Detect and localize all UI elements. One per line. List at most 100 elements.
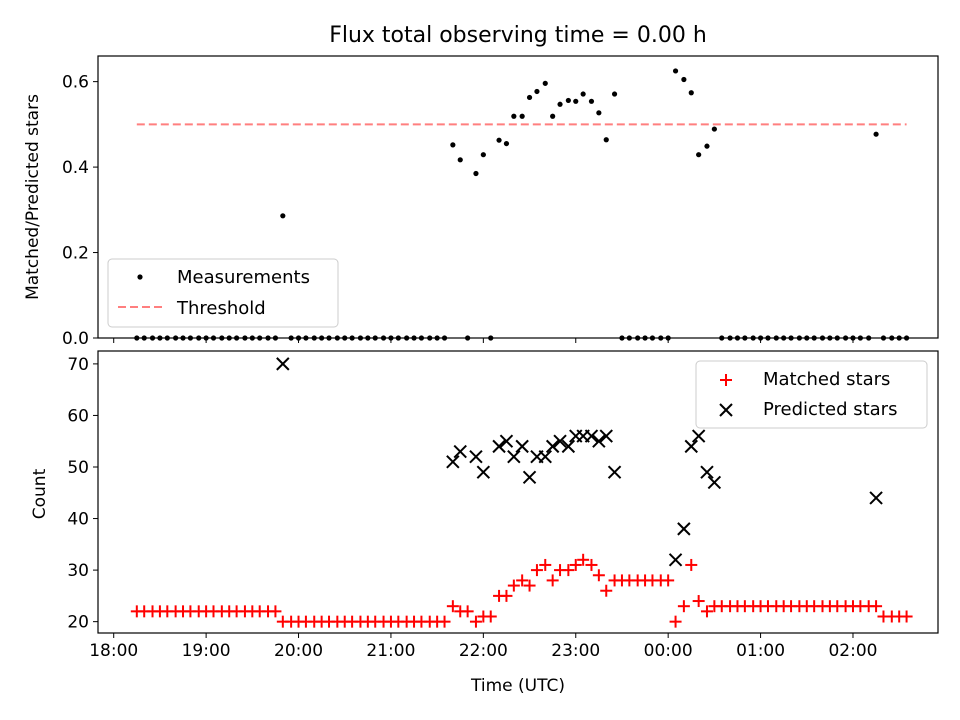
predicted-stars-point: [492, 439, 506, 454]
bottom-xtick-label: 18:00: [89, 641, 138, 661]
legend-measurements-marker: [137, 274, 143, 280]
matched-stars-point: [662, 574, 675, 587]
predicted-stars-point: [545, 439, 560, 454]
predicted-stars-point-b: [553, 434, 567, 448]
predicted-stars-point: [453, 444, 467, 459]
measurement-point: [457, 157, 463, 163]
predicted-stars-point: [446, 455, 460, 469]
matched-stars-point: [516, 574, 529, 587]
predicted-stars-point: [515, 439, 529, 454]
bottom-xtick-label: 20:00: [274, 641, 323, 661]
predicted-stars-point: [522, 470, 537, 485]
predicted-stars-point: [507, 449, 521, 464]
predicted-stars-point: [869, 491, 883, 505]
matched-stars-point: [700, 605, 713, 618]
predicted-stars-point: [707, 475, 722, 490]
matched-stars-point: [562, 564, 575, 577]
matched-stars-point: [484, 610, 497, 623]
predicted-stars-point: [538, 449, 552, 464]
top-legend-box: [107, 258, 339, 328]
legend-measurements-label: Measurements: [177, 267, 310, 288]
measurement-point: [557, 101, 563, 107]
predicted-stars-point-b: [599, 429, 613, 443]
matched-stars-point: [507, 579, 520, 592]
predicted-stars-point-b: [592, 434, 606, 448]
matched-stars-point: [546, 574, 559, 587]
bottom-axes: 18:00 19:00 20:00 21:00 22:00 23:00 00:00 01:00…: [67, 355, 877, 661]
predicted-stars-point: [499, 434, 514, 448]
measurement-point: [603, 137, 609, 143]
measurement-point: [526, 94, 533, 101]
predicted-stars-point: [677, 522, 691, 536]
predicted-stars-point-b: [469, 449, 483, 464]
matched-stars-point: [446, 600, 459, 613]
measurement-point: [611, 91, 618, 97]
predicted-stars-point: [599, 429, 613, 443]
matched-stars-point: [577, 553, 590, 566]
predicted-stars-point-b: [700, 465, 714, 479]
top-ytick-label: 0.2: [62, 244, 89, 264]
matched-stars-point: [569, 558, 582, 571]
predicted-stars-point: [607, 465, 622, 479]
bottom-ytick-label: 40: [67, 510, 89, 530]
bottom-xtick-label: 21:00: [366, 641, 415, 661]
top-axes: 0.0 0.2 0.4 0.6: [62, 73, 854, 349]
matched-stars-point: [870, 600, 883, 613]
matched-stars-point: [900, 610, 913, 623]
matched-stars-point: [685, 558, 698, 571]
bottom-xtick-label: 23:00: [551, 641, 600, 661]
top-ytick-label: 0.0: [62, 329, 89, 349]
matched-stars-point: [592, 569, 605, 582]
bottom-legend: Matched stars Predicted stars: [695, 360, 928, 429]
measurement-point: [496, 137, 502, 143]
measurement-point: [511, 113, 517, 119]
predicted-stars-point-b: [668, 553, 683, 567]
predicted-stars-point: [561, 439, 576, 454]
measurement-point: [480, 152, 486, 158]
measurement-point: [519, 113, 525, 119]
bottom-xlabel: Time (UTC): [470, 676, 565, 696]
measurement-point: [580, 91, 586, 97]
bottom-xtick-label: 19:00: [182, 641, 231, 661]
matched-stars-point: [523, 579, 536, 592]
predicted-stars-point-b: [707, 475, 722, 490]
predicted-stars-point: [476, 465, 491, 479]
matched-stars-point: [469, 615, 482, 628]
measurement-point: [473, 170, 479, 177]
matched-stars-point: [438, 615, 451, 628]
legend-predicted-marker: [719, 403, 733, 417]
bottom-plot-area: [130, 357, 913, 628]
measurement-point: [503, 140, 510, 147]
bottom-legend-box: [695, 360, 928, 429]
bottom-ytick-label: 60: [67, 406, 89, 426]
predicted-stars-point-b: [446, 455, 460, 469]
top-ytick-label: 0.4: [62, 158, 89, 178]
matched-stars-point: [669, 615, 682, 628]
predicted-stars-point-b: [584, 429, 599, 443]
bottom-panel: Count Time (UTC) 18:00 19:00 20:00 21:00 22:…: [30, 350, 939, 696]
bottom-xtick-label: 00:00: [644, 641, 693, 661]
predicted-stars-point-b: [538, 449, 552, 464]
predicted-stars-point: [276, 357, 290, 371]
matched-stars-point: [585, 558, 598, 571]
measurement-point: [688, 90, 694, 96]
bottom-axes-frame: [97, 350, 939, 634]
measurement-point: [711, 126, 717, 132]
predicted-stars-point-b: [492, 439, 506, 454]
predicted-stars-point-b: [453, 444, 467, 459]
predicted-stars-point-b: [677, 522, 691, 536]
measurement-point: [534, 88, 540, 95]
predicted-stars-point: [684, 439, 698, 454]
bottom-ytick-label: 70: [67, 355, 89, 375]
predicted-stars-point-b: [276, 357, 290, 371]
matched-stars-point: [600, 584, 613, 597]
matched-stars-point: [500, 589, 513, 602]
predicted-stars-point: [469, 449, 483, 464]
legend-threshold-label: Threshold: [176, 298, 266, 319]
measurement-point: [565, 97, 571, 104]
top-ytick-label: 0.6: [62, 73, 89, 93]
legend-predicted-label: Predicted stars: [763, 399, 897, 420]
measurement-point: [573, 98, 579, 104]
legend-matched-marker: [720, 374, 732, 386]
